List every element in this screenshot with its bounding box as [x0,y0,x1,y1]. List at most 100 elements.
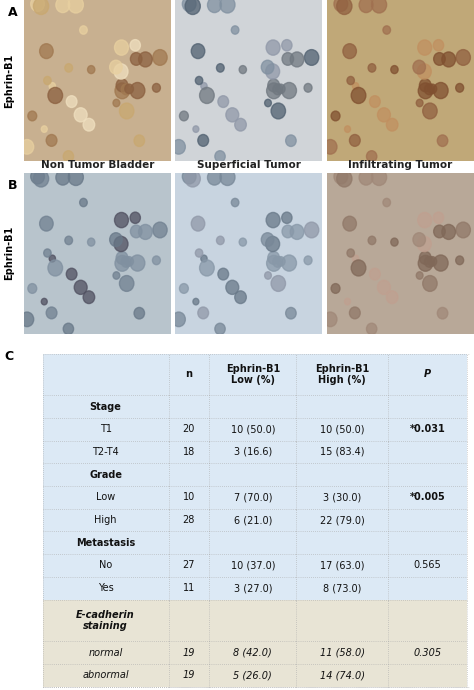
Circle shape [220,0,235,13]
Text: 17 (63.0): 17 (63.0) [320,560,365,571]
Circle shape [130,52,142,66]
Circle shape [48,88,63,103]
Circle shape [423,275,437,291]
Circle shape [130,39,140,51]
Circle shape [217,236,224,245]
FancyBboxPatch shape [169,441,209,464]
Circle shape [217,63,224,72]
Text: 10: 10 [182,493,195,502]
Circle shape [88,66,95,74]
Text: *0.005: *0.005 [410,493,446,502]
FancyBboxPatch shape [388,664,467,687]
Circle shape [434,52,445,66]
Circle shape [74,280,87,295]
FancyBboxPatch shape [169,509,209,531]
Circle shape [138,224,152,239]
Title: Superficial Tumor: Superficial Tumor [197,160,301,170]
FancyBboxPatch shape [388,600,467,641]
Circle shape [115,213,128,228]
Circle shape [417,64,431,79]
Circle shape [424,84,434,95]
Circle shape [438,135,448,146]
Circle shape [74,108,87,122]
Text: 14 (74.0): 14 (74.0) [320,670,365,680]
Text: 0.305: 0.305 [414,647,442,658]
Circle shape [282,83,297,99]
Circle shape [130,212,140,224]
Text: 3 (16.6): 3 (16.6) [234,447,272,457]
Text: E-cadherin
staining: E-cadherin staining [76,609,135,631]
Text: 8 (42.0): 8 (42.0) [233,647,272,658]
Circle shape [368,63,376,72]
FancyBboxPatch shape [209,353,297,395]
FancyBboxPatch shape [209,577,297,600]
Circle shape [282,212,292,224]
FancyBboxPatch shape [388,509,467,531]
Circle shape [182,0,196,12]
Circle shape [231,198,239,207]
FancyBboxPatch shape [388,441,467,464]
Circle shape [34,170,49,187]
Circle shape [419,251,431,264]
Circle shape [200,260,214,276]
FancyBboxPatch shape [297,577,388,600]
Circle shape [226,108,239,122]
FancyBboxPatch shape [43,509,169,531]
Text: 10 (50.0): 10 (50.0) [230,424,275,434]
Text: 6 (21.0): 6 (21.0) [234,515,272,525]
FancyBboxPatch shape [209,641,297,664]
Circle shape [191,43,205,59]
Circle shape [386,119,398,131]
FancyBboxPatch shape [169,600,209,641]
Circle shape [266,255,281,271]
Circle shape [180,111,188,121]
FancyBboxPatch shape [43,418,169,441]
Circle shape [438,308,448,319]
Circle shape [266,40,280,55]
Circle shape [324,139,337,154]
Circle shape [80,26,87,34]
Circle shape [226,280,239,295]
Text: 11: 11 [182,583,195,593]
Circle shape [424,257,434,267]
Circle shape [434,225,445,238]
FancyBboxPatch shape [388,418,467,441]
Circle shape [391,238,398,246]
FancyBboxPatch shape [388,531,467,554]
Circle shape [153,50,167,66]
Circle shape [359,0,373,12]
Circle shape [65,236,73,245]
Circle shape [130,225,142,238]
Circle shape [125,84,134,94]
Text: n: n [185,369,192,380]
Text: 5 (26.0): 5 (26.0) [233,670,272,680]
Circle shape [235,291,246,304]
FancyBboxPatch shape [43,554,169,577]
Circle shape [193,298,199,305]
Title: Infiltrating Tumor: Infiltrating Tumor [348,160,453,170]
Text: 7 (70.0): 7 (70.0) [234,493,272,502]
Circle shape [49,83,55,90]
Circle shape [383,198,391,207]
FancyBboxPatch shape [297,353,388,395]
FancyBboxPatch shape [297,664,388,687]
Circle shape [153,256,160,265]
Text: abnormal: abnormal [82,670,129,680]
Circle shape [456,222,470,238]
Circle shape [366,323,377,335]
Circle shape [282,39,292,51]
Circle shape [28,111,37,121]
Text: *0.031: *0.031 [410,424,446,434]
Circle shape [349,135,360,146]
Circle shape [416,272,423,279]
Text: Ephrin-B1
High (%): Ephrin-B1 High (%) [315,364,369,385]
Circle shape [349,307,360,319]
Circle shape [261,233,274,246]
Circle shape [182,169,196,184]
FancyBboxPatch shape [388,554,467,577]
Circle shape [290,224,304,239]
FancyBboxPatch shape [388,353,467,395]
FancyBboxPatch shape [43,464,169,486]
Circle shape [334,169,347,184]
Circle shape [351,88,366,103]
